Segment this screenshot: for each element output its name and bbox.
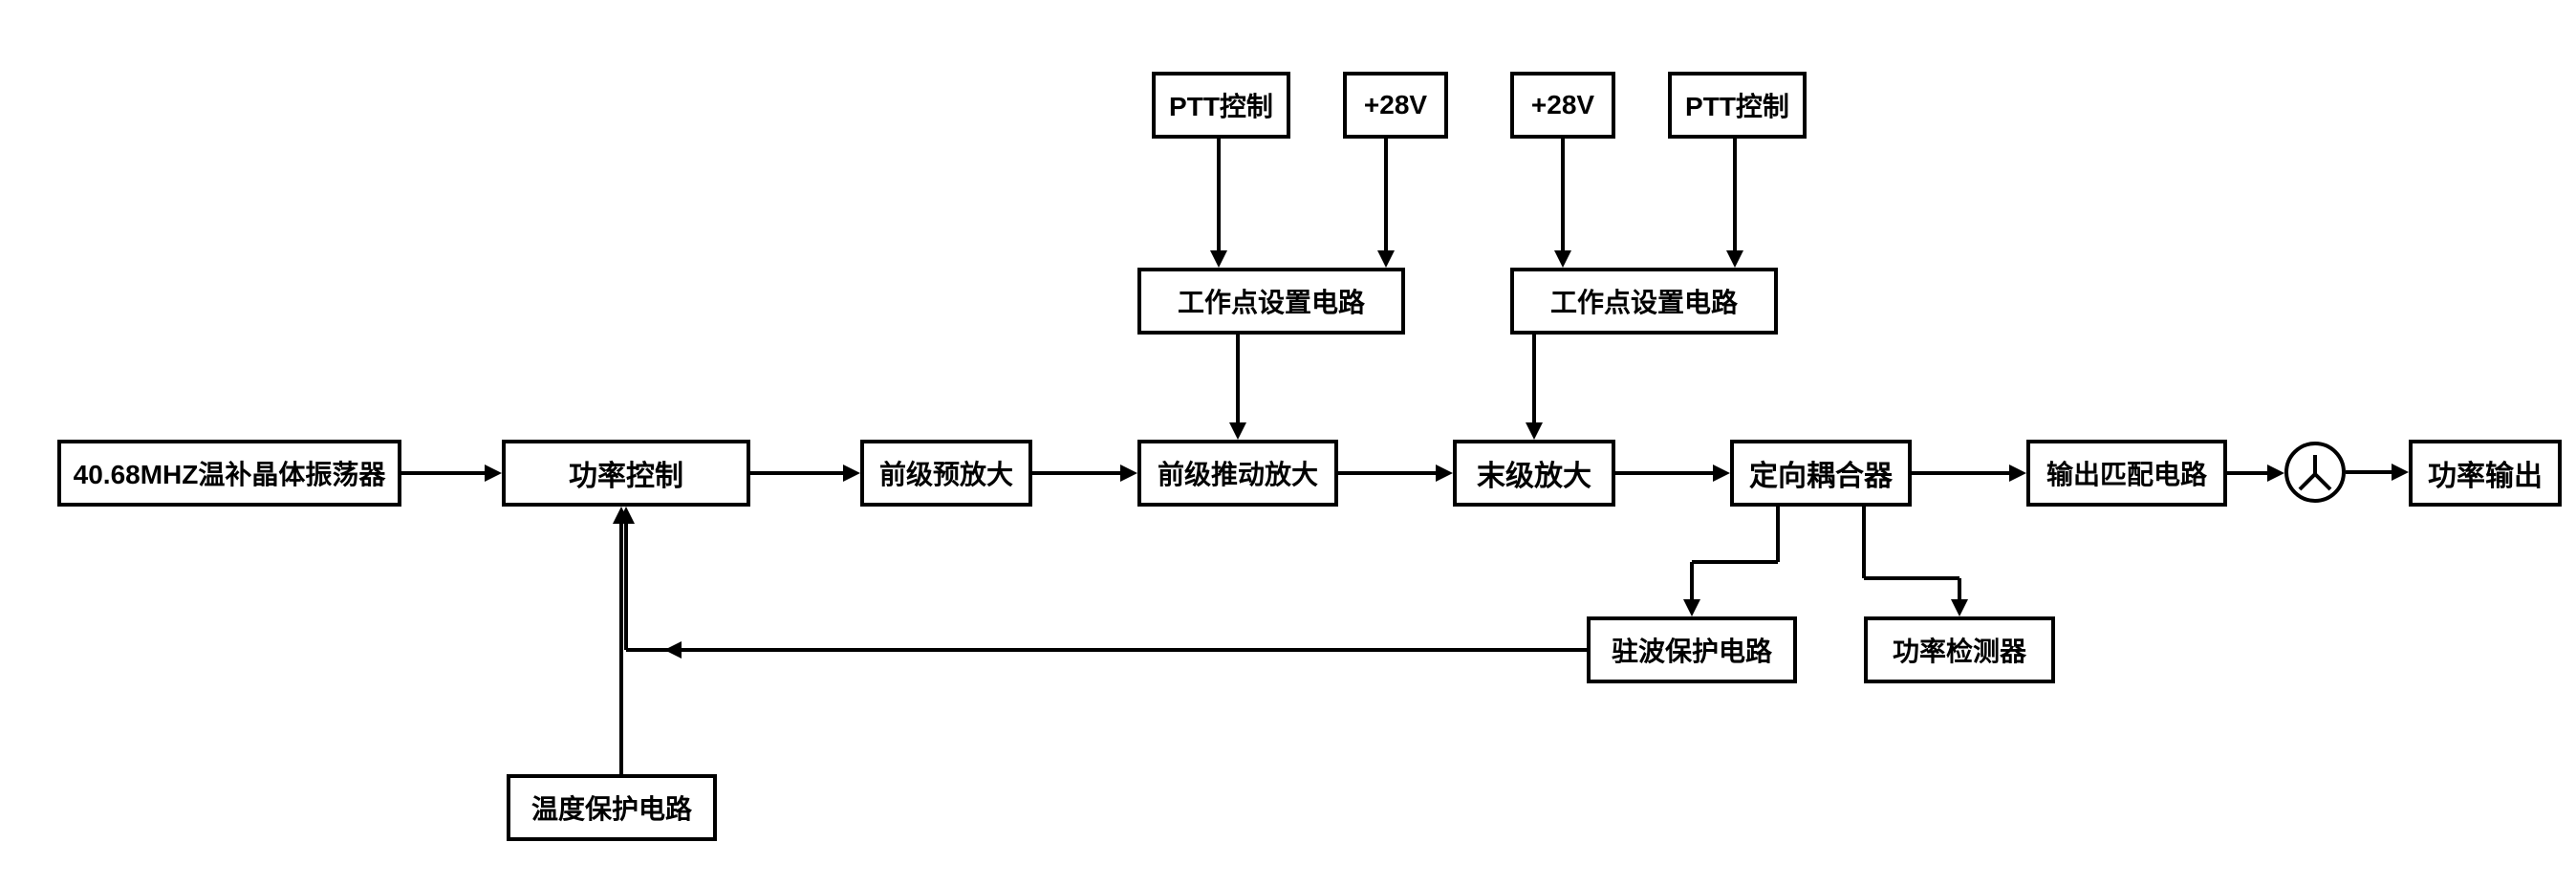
node-match: 输出匹配电路 [2026, 440, 2227, 507]
connector-line [1217, 139, 1221, 252]
node-label: 输出匹配电路 [2046, 454, 2207, 492]
node-label: 驻波保护电路 [1612, 631, 1772, 669]
node-label: 末级放大 [1477, 452, 1591, 494]
node-pwrout: 功率输出 [2409, 440, 2562, 507]
connector-line [1338, 471, 1438, 475]
arrow-head-icon [2392, 464, 2409, 481]
node-pwrctrl: 功率控制 [502, 440, 750, 507]
connector-line [1692, 560, 1778, 564]
arrow-head-icon [1120, 465, 1137, 482]
arrow-head-icon [1951, 599, 1968, 616]
connector-line [1776, 507, 1780, 562]
node-label: +28V [1531, 90, 1594, 120]
connector-line [750, 471, 845, 475]
connector-line [2346, 470, 2393, 474]
connector-line [1690, 562, 1694, 602]
node-ptt2: PTT控制 [1668, 72, 1807, 139]
connector-line [1532, 335, 1536, 424]
arrow-head-icon [613, 507, 630, 524]
node-v28b: +28V [1510, 72, 1615, 139]
connector-line [1384, 139, 1388, 252]
arrow-head-icon [1554, 250, 1571, 268]
connector-line [626, 648, 1587, 652]
node-label: 工作点设置电路 [1178, 282, 1365, 320]
connector-line [1733, 139, 1737, 252]
node-label: +28V [1364, 90, 1427, 120]
node-label: 温度保护电路 [531, 789, 692, 827]
node-label: 40.68MHZ温补晶体振荡器 [74, 454, 386, 492]
node-label: PTT控制 [1685, 86, 1789, 124]
node-label: PTT控制 [1169, 86, 1273, 124]
connector-line [401, 471, 487, 475]
node-pwrdet: 功率检测器 [1864, 616, 2055, 683]
connector-line [1032, 471, 1122, 475]
node-driver: 前级推动放大 [1137, 440, 1338, 507]
connector-line [624, 522, 628, 650]
node-label: 定向耦合器 [1749, 452, 1893, 494]
node-label: 功率输出 [2428, 452, 2543, 494]
arrow-head-icon [1436, 465, 1453, 482]
node-bias1: 工作点设置电路 [1137, 268, 1405, 335]
arrow-head-icon [1726, 250, 1743, 268]
arrow-head-icon [1377, 250, 1395, 268]
arrow-head-icon [1210, 250, 1227, 268]
connector-line [1912, 471, 2011, 475]
connector-line [1958, 578, 1961, 601]
node-ptt1: PTT控制 [1152, 72, 1290, 139]
arrow-head-icon [664, 641, 682, 659]
arrow-head-icon [1229, 422, 1246, 440]
arrow-head-icon [1683, 599, 1700, 616]
node-coupler: 定向耦合器 [1730, 440, 1912, 507]
node-bias2: 工作点设置电路 [1510, 268, 1778, 335]
node-v28a: +28V [1343, 72, 1448, 139]
arrow-head-icon [2009, 465, 2026, 482]
node-label: 工作点设置电路 [1550, 282, 1738, 320]
connector-line [1862, 507, 1866, 578]
connector-symbol [2284, 442, 2346, 503]
connector-line [1236, 335, 1240, 424]
node-label: 功率控制 [569, 452, 683, 494]
node-vswr: 驻波保护电路 [1587, 616, 1797, 683]
arrow-head-icon [843, 465, 860, 482]
arrow-head-icon [2267, 465, 2284, 482]
connector-line [2227, 471, 2269, 475]
node-label: 前级预放大 [879, 454, 1013, 492]
arrow-head-icon [1713, 465, 1730, 482]
node-label: 功率检测器 [1893, 631, 2026, 669]
connector-line [1561, 139, 1565, 252]
connector-line [1864, 576, 1959, 580]
node-label: 前级推动放大 [1158, 454, 1318, 492]
node-final: 末级放大 [1453, 440, 1615, 507]
node-tempprot: 温度保护电路 [507, 774, 717, 841]
node-preamp: 前级预放大 [860, 440, 1032, 507]
connector-line [619, 522, 623, 774]
arrow-head-icon [485, 465, 502, 482]
node-osc: 40.68MHZ温补晶体振荡器 [57, 440, 401, 507]
connector-line [1615, 471, 1715, 475]
arrow-head-icon [1526, 422, 1543, 440]
